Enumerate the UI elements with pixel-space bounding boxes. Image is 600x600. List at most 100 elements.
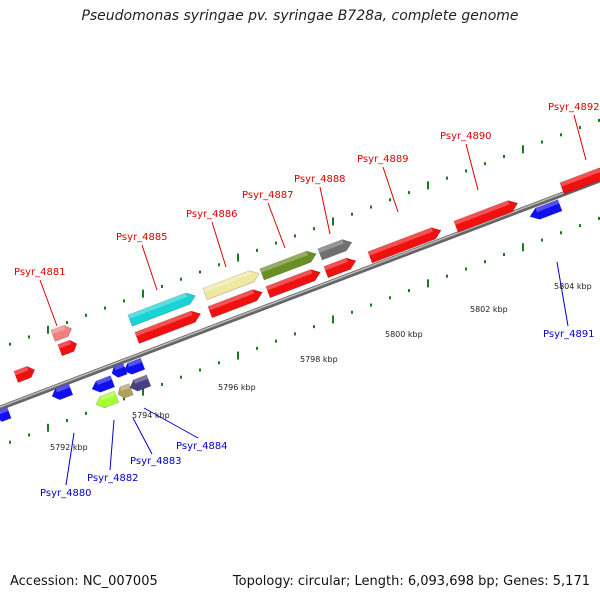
gene-forward-4881a bbox=[13, 366, 36, 383]
gene-cyan-body bbox=[127, 292, 196, 327]
gene-psyr-4885 bbox=[134, 310, 202, 344]
leader-psyr_4880 bbox=[65, 432, 75, 486]
gene-psyr-4891-body bbox=[529, 199, 563, 220]
gene-reverse-left-shine bbox=[0, 406, 9, 415]
label-psyr_4880[interactable]: Psyr_4880 bbox=[40, 488, 92, 499]
gene-khaki bbox=[202, 270, 260, 301]
gene-reverse-left bbox=[0, 406, 12, 422]
gene-olive-shine bbox=[259, 251, 309, 273]
gene-psyr-4882-body bbox=[95, 390, 120, 409]
label-psyr_4885[interactable]: Psyr_4885 bbox=[116, 232, 168, 243]
gene-psyr-4880-body bbox=[51, 383, 74, 401]
gene-khaki-shine bbox=[202, 270, 252, 293]
kbp-label: 5804 kbp bbox=[554, 282, 592, 291]
label-psyr_4884[interactable]: Psyr_4884 bbox=[176, 441, 228, 452]
label-psyr_4881[interactable]: Psyr_4881 bbox=[14, 267, 66, 278]
gene-psyr-4884-shine bbox=[133, 374, 149, 384]
gene-forward-4881b bbox=[57, 339, 78, 357]
gene-psyr-4883-body bbox=[117, 383, 134, 399]
leader-psyr_4884 bbox=[143, 407, 199, 439]
gene-psyr-4890-shine bbox=[453, 200, 510, 226]
leader-psyr_4892 bbox=[573, 114, 587, 161]
leader-psyr_4882 bbox=[109, 419, 115, 471]
label-psyr_4888[interactable]: Psyr_4888 bbox=[294, 174, 346, 185]
kbp-label: 5794 kbp bbox=[132, 411, 170, 420]
gene-olive bbox=[259, 250, 317, 281]
label-psyr_4886[interactable]: Psyr_4886 bbox=[186, 209, 238, 220]
gene-reverse-d bbox=[123, 357, 146, 375]
gene-forward-4881b-shine bbox=[57, 340, 72, 349]
gene-psyr-4892-shine bbox=[559, 167, 600, 187]
gene-psyr-4887-shine bbox=[265, 269, 313, 291]
gene-psyr-4889 bbox=[367, 227, 442, 264]
gene-gray-shine bbox=[317, 239, 344, 253]
gene-psyr-4888-body bbox=[323, 257, 357, 279]
gene-psyr-4892-body bbox=[559, 167, 600, 195]
gene-forward-pink-shine bbox=[50, 325, 66, 335]
kbp-label: 5800 kbp bbox=[385, 330, 423, 339]
gene-reverse-b-shine bbox=[96, 375, 112, 386]
gene-psyr-4883-shine bbox=[119, 383, 131, 391]
gene-psyr-4885-shine bbox=[134, 311, 193, 337]
gene-psyr-4883 bbox=[117, 383, 134, 399]
gene-reverse-b bbox=[91, 375, 116, 393]
gene-features bbox=[0, 167, 600, 422]
accession-text: Accession: NC_007005 bbox=[10, 574, 158, 589]
gene-khaki-body bbox=[202, 270, 260, 301]
label-psyr_4883[interactable]: Psyr_4883 bbox=[130, 456, 182, 467]
topology-text: Topology: circular; Length: 6,093,698 bp… bbox=[232, 574, 590, 589]
gene-gray-body bbox=[317, 239, 353, 261]
gene-psyr-4888-shine bbox=[323, 257, 348, 271]
gene-labels: Psyr_4881Psyr_4885Psyr_4886Psyr_4887Psyr… bbox=[14, 102, 600, 499]
label-psyr_4892[interactable]: Psyr_4892 bbox=[548, 102, 600, 113]
gene-forward-4881a-body bbox=[13, 366, 36, 383]
gene-psyr-4887 bbox=[265, 269, 321, 299]
leader-psyr_4889 bbox=[382, 166, 399, 213]
gene-forward-pink bbox=[50, 324, 73, 342]
label-psyr_4889[interactable]: Psyr_4889 bbox=[357, 154, 409, 165]
leader-psyr_4885 bbox=[141, 244, 158, 291]
gene-psyr-4882 bbox=[95, 390, 120, 409]
map-title: Pseudomonas syringae pv. syringae B728a,… bbox=[81, 8, 519, 24]
gene-forward-4881a-shine bbox=[13, 366, 29, 376]
gene-reverse-c-shine bbox=[113, 362, 125, 371]
leader-psyr_4888 bbox=[319, 186, 331, 235]
reverse-scale-ticks bbox=[9, 216, 600, 444]
gene-psyr-4890 bbox=[453, 200, 519, 233]
label-psyr_4887[interactable]: Psyr_4887 bbox=[242, 190, 294, 201]
kbp-label: 5792 kbp bbox=[50, 443, 88, 452]
label-leader-lines bbox=[39, 114, 587, 486]
gene-psyr-4889-body bbox=[367, 227, 442, 264]
kbp-label: 5802 kbp bbox=[470, 305, 508, 314]
gene-psyr-4885-body bbox=[134, 310, 202, 344]
label-psyr_4890[interactable]: Psyr_4890 bbox=[440, 131, 492, 142]
kbp-scale-labels: 5792 kbp 5794 kbp 5796 kbp 5798 kbp 5800 kbp… bbox=[50, 282, 592, 452]
leader-psyr_4891 bbox=[556, 261, 569, 327]
gene-psyr-4891 bbox=[529, 199, 563, 220]
gene-psyr-4884-body bbox=[129, 374, 152, 392]
gene-forward-pink-body bbox=[50, 324, 73, 342]
kbp-label: 5796 kbp bbox=[218, 383, 256, 392]
backbone-line bbox=[0, 177, 600, 411]
gene-reverse-left-body bbox=[0, 406, 12, 422]
gene-psyr-4892 bbox=[559, 167, 600, 195]
backbone-highlight bbox=[0, 178, 600, 408]
gene-psyr-4886-shine bbox=[207, 289, 255, 311]
gene-reverse-c-body bbox=[111, 362, 128, 378]
gene-psyr-4880 bbox=[51, 383, 74, 401]
label-psyr_4891[interactable]: Psyr_4891 bbox=[543, 329, 595, 340]
gene-reverse-d-body bbox=[123, 357, 146, 375]
leader-psyr_4881 bbox=[39, 279, 58, 327]
label-psyr_4882[interactable]: Psyr_4882 bbox=[87, 473, 139, 484]
gene-psyr-4880-shine bbox=[55, 383, 71, 393]
gene-olive-body bbox=[259, 250, 317, 281]
gene-reverse-c bbox=[111, 362, 128, 378]
leader-psyr_4887 bbox=[267, 202, 286, 249]
gene-psyr-4891-shine bbox=[535, 199, 560, 213]
gene-cyan bbox=[127, 292, 196, 327]
gene-psyr-4890-body bbox=[453, 200, 519, 233]
gene-psyr-4888 bbox=[323, 257, 357, 279]
gene-forward-4881b-body bbox=[57, 339, 78, 357]
leader-psyr_4886 bbox=[211, 221, 227, 268]
